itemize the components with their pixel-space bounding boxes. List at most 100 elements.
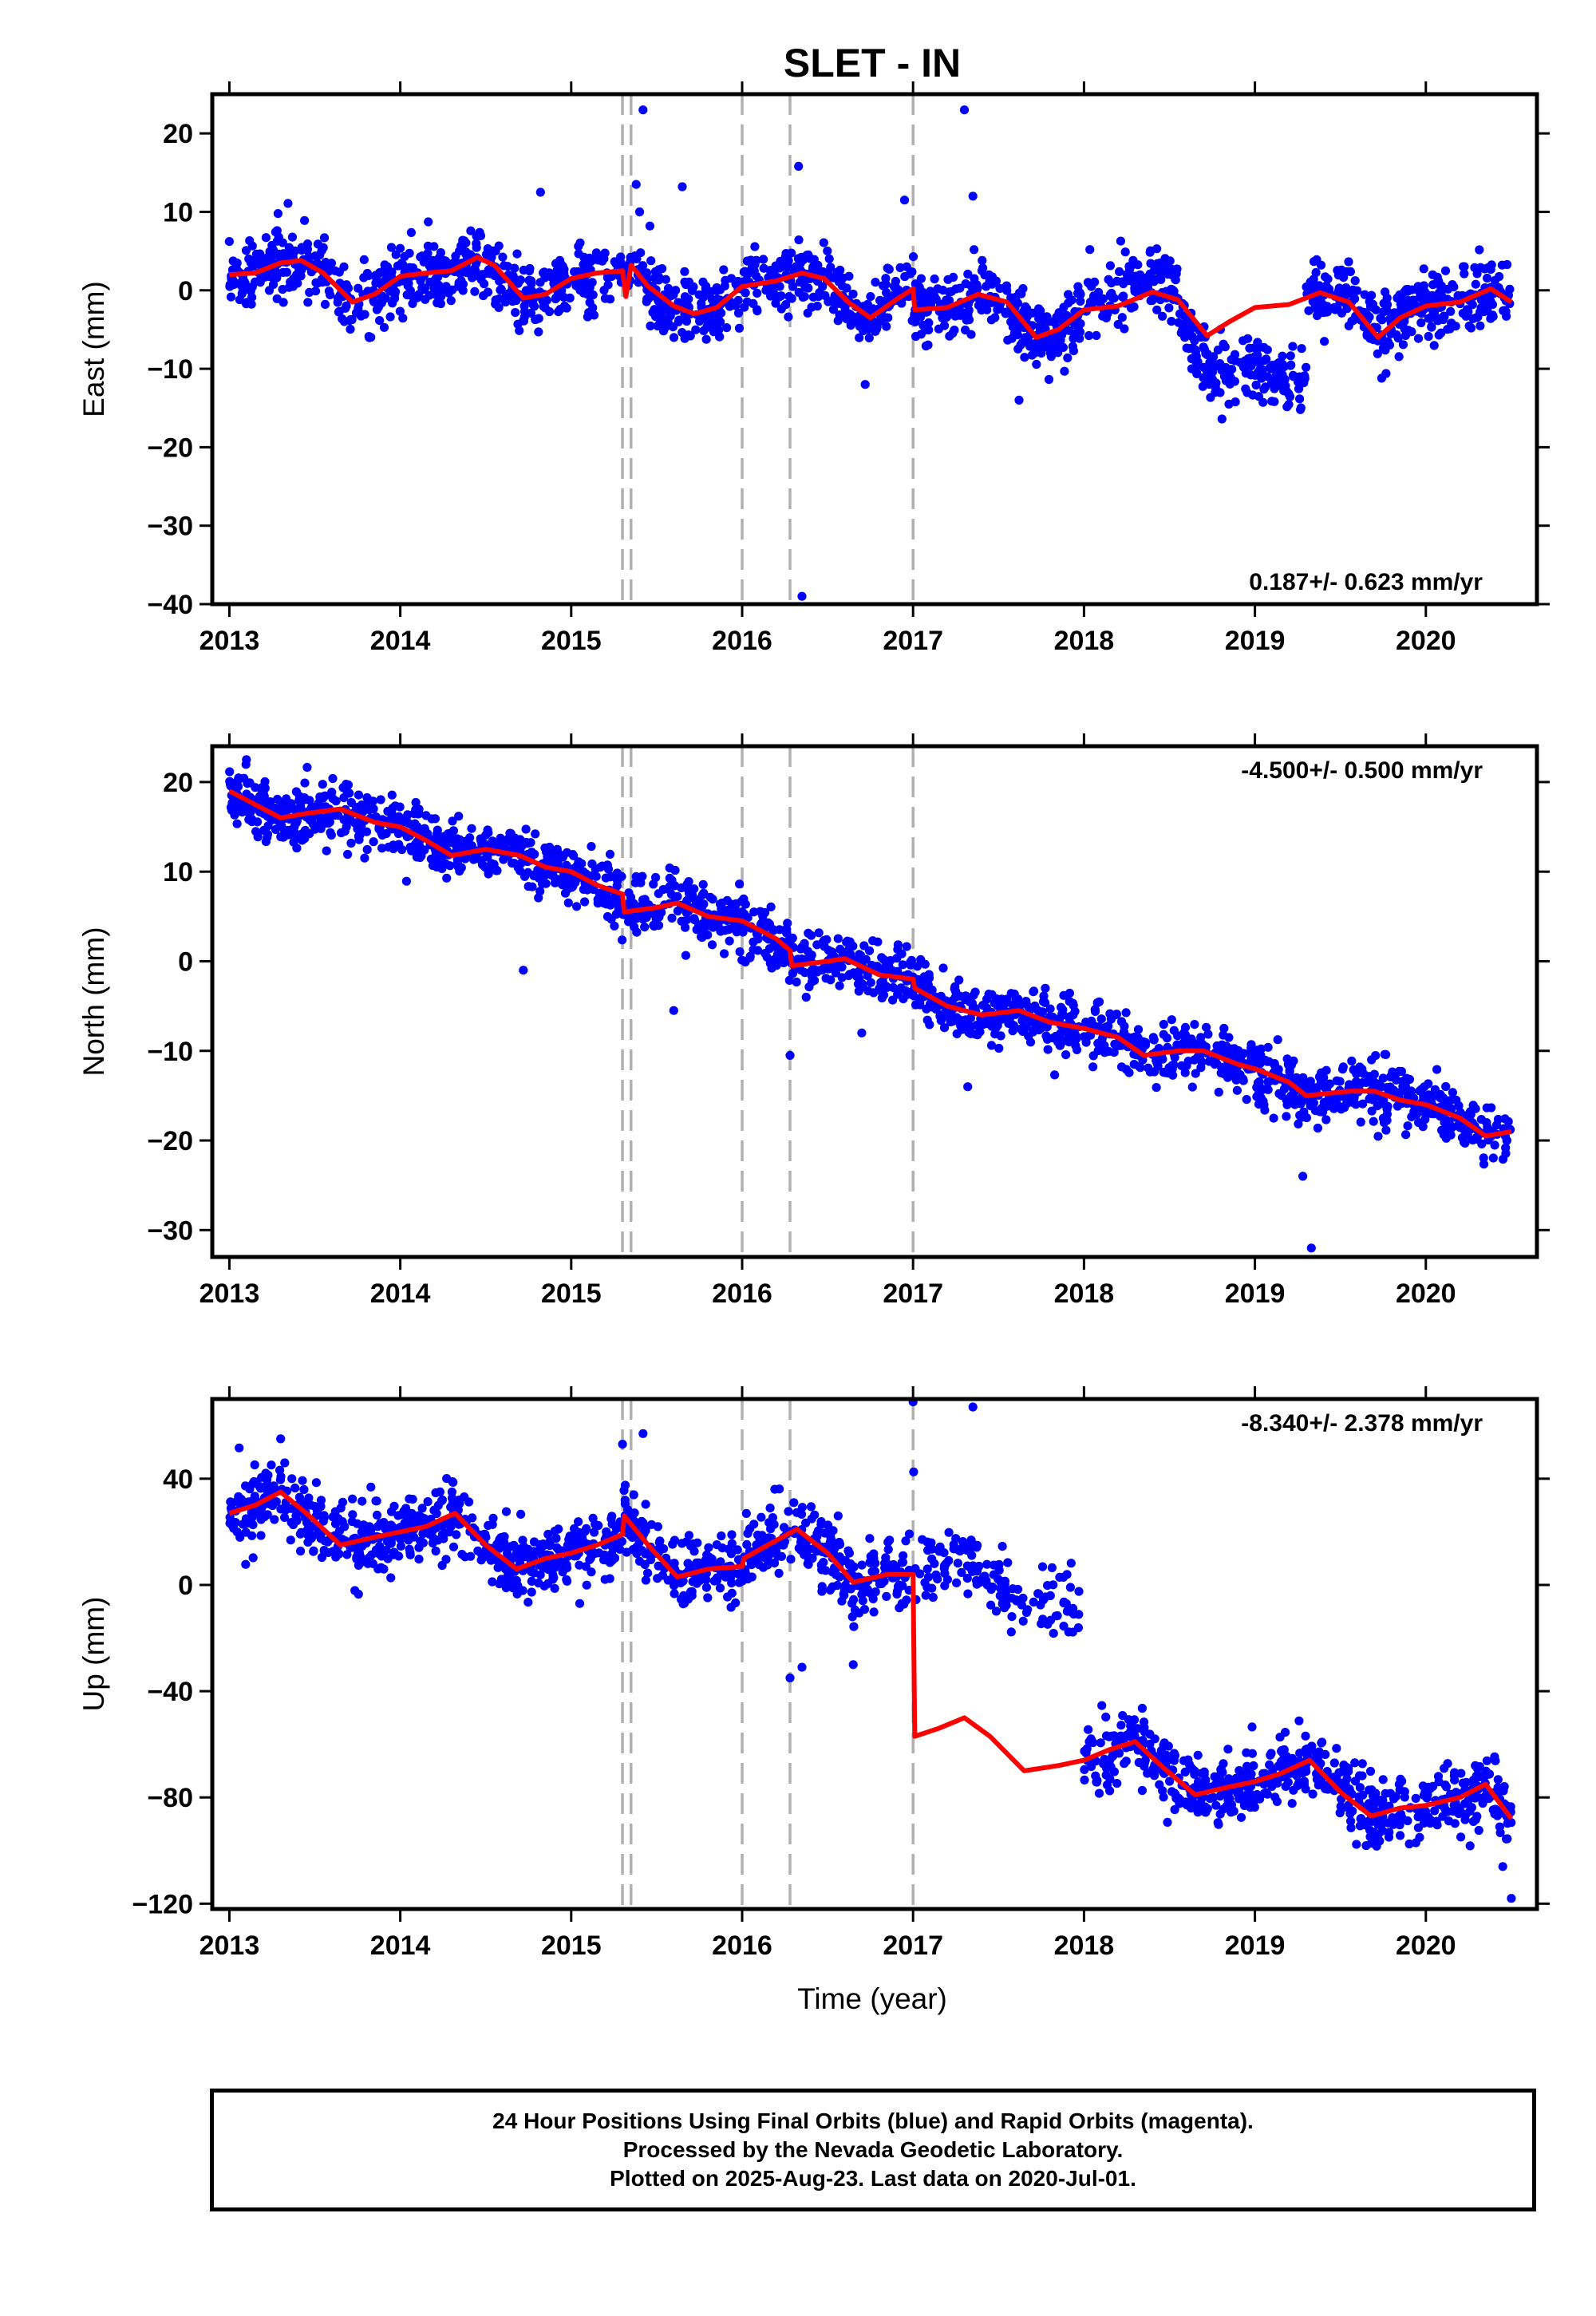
data-point bbox=[480, 862, 490, 871]
data-point bbox=[1404, 1074, 1414, 1085]
data-point bbox=[1167, 317, 1176, 326]
data-point bbox=[634, 207, 645, 217]
data-point bbox=[225, 767, 235, 777]
data-point bbox=[543, 1529, 553, 1539]
data-point bbox=[966, 1014, 975, 1023]
data-point bbox=[1064, 1031, 1073, 1041]
data-point bbox=[1152, 305, 1162, 314]
data-point bbox=[876, 978, 886, 987]
data-point bbox=[1092, 330, 1101, 340]
data-point bbox=[379, 322, 389, 332]
data-point bbox=[1171, 275, 1180, 285]
data-point bbox=[742, 1539, 752, 1549]
data-point bbox=[1373, 349, 1382, 358]
data-point bbox=[879, 1576, 889, 1586]
data-point bbox=[468, 1513, 477, 1523]
data-point bbox=[507, 858, 517, 868]
data-point bbox=[1146, 259, 1156, 268]
data-point bbox=[1365, 334, 1375, 343]
data-point bbox=[372, 1510, 382, 1520]
data-point bbox=[358, 310, 368, 319]
data-point bbox=[500, 261, 509, 271]
x-tick-label: 2020 bbox=[1396, 626, 1456, 656]
data-point bbox=[257, 1472, 267, 1482]
data-point bbox=[364, 1553, 374, 1563]
data-point bbox=[1254, 1081, 1264, 1091]
data-point bbox=[963, 269, 973, 279]
data-point bbox=[757, 919, 767, 928]
data-point bbox=[231, 263, 241, 272]
data-point bbox=[1447, 318, 1456, 328]
data-point bbox=[1361, 1077, 1371, 1087]
data-point bbox=[1141, 273, 1151, 283]
data-point bbox=[1057, 1010, 1067, 1019]
data-point bbox=[417, 283, 427, 293]
data-point bbox=[226, 292, 236, 302]
data-point bbox=[681, 295, 690, 305]
data-point bbox=[299, 1484, 309, 1495]
data-point bbox=[994, 1043, 1004, 1053]
data-point bbox=[398, 314, 408, 323]
data-point bbox=[1098, 294, 1108, 303]
data-point bbox=[968, 192, 978, 201]
data-point bbox=[1212, 361, 1222, 371]
data-point bbox=[1084, 279, 1094, 289]
data-point bbox=[1018, 1026, 1028, 1036]
data-point bbox=[717, 1543, 727, 1553]
data-point bbox=[844, 309, 854, 318]
data-point bbox=[296, 801, 306, 811]
y-tick-label: −10 bbox=[147, 1037, 193, 1067]
y-axis-label: North (mm) bbox=[77, 927, 110, 1076]
data-point bbox=[462, 267, 472, 277]
data-point bbox=[1462, 305, 1472, 314]
data-point bbox=[346, 324, 355, 334]
data-point bbox=[1295, 372, 1305, 381]
data-point bbox=[417, 1504, 427, 1513]
x-tick-label: 2018 bbox=[1054, 1279, 1115, 1309]
data-point bbox=[1421, 291, 1431, 301]
data-point bbox=[339, 317, 350, 326]
data-point bbox=[1039, 991, 1049, 1001]
data-point bbox=[1501, 1148, 1511, 1158]
data-point bbox=[1381, 1125, 1391, 1135]
data-point bbox=[1118, 292, 1128, 302]
data-point bbox=[1116, 236, 1125, 246]
data-point bbox=[1190, 345, 1200, 354]
data-point bbox=[610, 1542, 620, 1551]
data-point bbox=[800, 1542, 810, 1551]
data-point bbox=[698, 879, 708, 889]
data-point bbox=[1178, 325, 1187, 334]
data-point bbox=[595, 863, 606, 872]
data-point bbox=[1018, 1593, 1028, 1603]
data-point bbox=[330, 810, 339, 820]
data-point bbox=[970, 245, 979, 255]
data-point bbox=[452, 1530, 461, 1539]
data-point bbox=[262, 254, 271, 263]
data-point bbox=[535, 278, 545, 287]
data-point bbox=[1076, 296, 1085, 306]
data-point bbox=[342, 1550, 352, 1559]
data-point bbox=[946, 1014, 956, 1023]
data-point bbox=[527, 848, 536, 857]
data-point bbox=[515, 326, 524, 335]
data-point bbox=[1156, 275, 1166, 284]
data-point bbox=[1257, 373, 1266, 383]
data-point bbox=[522, 837, 531, 848]
data-point bbox=[1440, 266, 1451, 275]
data-point bbox=[466, 1551, 476, 1561]
data-point bbox=[679, 1591, 689, 1600]
data-point bbox=[610, 921, 619, 931]
data-point bbox=[319, 233, 330, 243]
model-fit-line bbox=[228, 788, 1512, 1139]
data-point bbox=[899, 196, 910, 205]
data-point bbox=[1470, 263, 1479, 272]
data-point bbox=[1378, 336, 1389, 346]
data-point bbox=[543, 1565, 554, 1575]
velocity-rate-label: 0.187+/- 0.623 mm/yr bbox=[1249, 569, 1483, 595]
x-tick-label: 2017 bbox=[883, 626, 943, 656]
data-point bbox=[242, 755, 251, 765]
data-point bbox=[1378, 1073, 1388, 1083]
data-point bbox=[588, 290, 598, 300]
data-point bbox=[859, 941, 869, 951]
data-point bbox=[241, 1528, 251, 1537]
